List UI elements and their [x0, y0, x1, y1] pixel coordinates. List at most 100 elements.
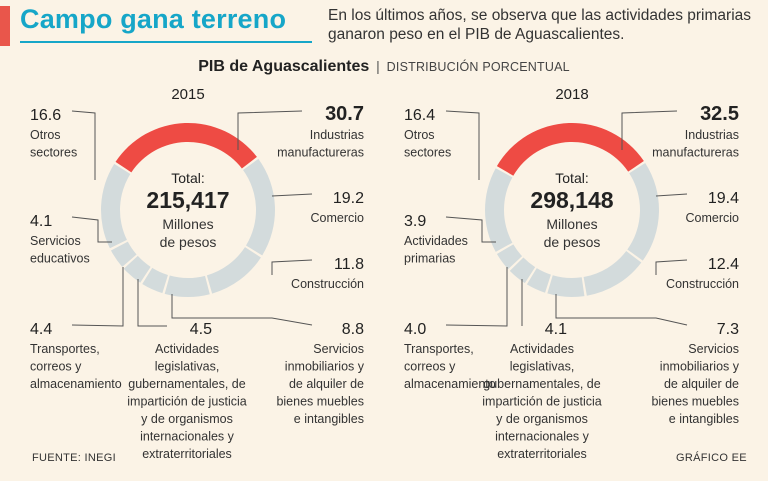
chart-2018-servicios-inmobiliarios-y-name: bienes muebles	[651, 395, 739, 409]
chart-2018-construccion-value: 12.4	[708, 256, 739, 273]
headline-underline	[20, 41, 312, 43]
chart-title: PIB de Aguascalientes	[198, 58, 370, 75]
chart-2015-slice-construccion	[206, 247, 261, 294]
chart-2015-construccion-value: 11.8	[334, 256, 364, 273]
chart-2018-servicios-inmobiliarios-y-name: inmobiliarios y	[660, 360, 740, 374]
chart-2015-industrias-manufactureras-leader	[237, 110, 303, 150]
chart-2018-comercio-value: 19.4	[708, 190, 739, 207]
chart-2015-slice-comercio	[243, 158, 275, 256]
chart-2018-transportes-correos-y-name: correos y	[404, 360, 456, 374]
chart-2018-industrias-manufactureras-name: Industrias	[685, 128, 739, 142]
chart-2015-servicios-inmobiliarios-y-leader	[171, 294, 313, 326]
chart-2018-otros-sectores-value: 16.4	[404, 107, 435, 124]
chart-2015-slice-otros-sectores	[101, 163, 131, 249]
chart-2018-slice-industrias-manufactureras	[496, 123, 644, 176]
chart-2015-comercio-name: Comercio	[311, 211, 365, 225]
chart-2018-actividades-legislativas-gubernamentales-name: impartición de justicia	[482, 395, 602, 409]
chart-2018-servicios-inmobiliarios-y-name: de alquiler de	[664, 377, 739, 391]
chart-2018-actividades-legislativas-gubernamentales-name: gubernamentales, de	[483, 377, 600, 391]
chart-2018-slice-transportes-correos-y	[509, 257, 536, 284]
chart-2015-comercio-value: 19.2	[333, 190, 364, 207]
chart-subtitle: DISTRIBUCIÓN PORCENTUAL	[386, 60, 570, 74]
chart-2015-actividades-legislativas-gubernamentales-name: extraterritoriales	[142, 447, 232, 461]
chart-2018-servicios-inmobiliarios-y-name: e intangibles	[669, 412, 739, 426]
chart-2015-actividades-legislativas-gubernamentales-name: impartición de justicia	[127, 395, 247, 409]
chart-2018-slice-actividades-primarias	[496, 244, 523, 270]
chart-2018-total-unit: de pesos	[544, 234, 601, 250]
chart-2015-otros-sectores-name: sectores	[30, 146, 77, 160]
chart-2018-comercio-name: Comercio	[686, 211, 740, 225]
chart-2018-transportes-correos-y-name: Transportes,	[404, 342, 474, 356]
chart-2018-comercio-leader	[655, 193, 688, 197]
graphic-credit: GRÁFICO EE	[676, 452, 747, 464]
chart-header: PIB de Aguascalientes | DISTRIBUCIÓN POR…	[0, 58, 768, 76]
chart-2015-servicios-educativos-name: educativos	[30, 252, 90, 266]
chart-2015-slice-servicios-inmobiliarios-y	[164, 275, 210, 297]
chart-2018-actividades-legislativas-gubernamentales-value: 4.1	[545, 321, 567, 338]
chart-2015-slice-industrias-manufactureras	[115, 122, 257, 173]
chart-2018-year: 2018	[555, 86, 588, 103]
chart-2015-actividades-legislativas-gubernamentales-name: y de organismos	[141, 412, 233, 426]
chart-2015-actividades-legislativas-gubernamentales-name: legislativas,	[155, 360, 220, 374]
chart-2018-otros-sectores-name: sectores	[404, 146, 451, 160]
chart-2018-industrias-manufactureras-leader	[621, 110, 678, 150]
chart-2015-actividades-legislativas-gubernamentales-name: gubernamentales, de	[128, 377, 245, 391]
chart-2015-servicios-inmobiliarios-y-value: 8.8	[342, 321, 364, 338]
chart-2015-slice-servicios-educativos	[110, 241, 137, 267]
chart-2015-servicios-inmobiliarios-y-name: e intangibles	[294, 412, 364, 426]
chart-2015-total-value: 215,417	[146, 187, 229, 213]
chart-2015-industrias-manufactureras-value: 30.7	[325, 103, 364, 125]
headline: Campo gana terreno	[20, 4, 287, 34]
source-note: FUENTE: INEGI	[32, 452, 116, 464]
chart-2018-total-value: 298,148	[530, 187, 613, 213]
chart-2018-slice-comercio	[627, 162, 659, 261]
chart-2018-actividades-legislativas-gubernamentales-name: y de organismos	[496, 412, 588, 426]
chart-2015-construccion-leader	[271, 259, 313, 275]
chart-2018-slice-construccion	[583, 251, 642, 296]
chart-2018-industrias-manufactureras-value: 32.5	[700, 103, 739, 125]
chart-2018-slice-otros-sectores	[485, 168, 513, 252]
chart-2015-slice-actividades-legislativas-gubernamentales	[142, 267, 168, 294]
chart-2015-slice-transportes-correos-y	[123, 255, 151, 283]
chart-2015-total-unit: de pesos	[160, 234, 217, 250]
chart-2015-transportes-correos-y-name: correos y	[30, 360, 82, 374]
chart-2018-slice-servicios-inmobiliarios-y	[547, 275, 585, 297]
chart-2018-transportes-correos-y-value: 4.0	[404, 321, 426, 338]
chart-2015-transportes-correos-y-leader	[71, 267, 124, 327]
chart-2015-total-unit: Millones	[162, 216, 213, 232]
chart-2015-actividades-legislativas-gubernamentales-leader	[137, 279, 167, 327]
subtitle: En los últimos años, se observa que las …	[328, 7, 752, 43]
chart-2018-actividades-primarias-leader	[445, 216, 496, 243]
chart-2018-actividades-primarias-name: primarias	[404, 252, 455, 266]
chart-2015-otros-sectores-leader	[71, 110, 96, 180]
chart-2015-actividades-legislativas-gubernamentales-name: internacionales y	[140, 430, 235, 444]
chart-2018-otros-sectores-leader	[445, 110, 480, 180]
chart-2015-actividades-legislativas-gubernamentales-name: Actividades	[155, 342, 219, 356]
chart-2015-construccion-name: Construcción	[291, 277, 364, 291]
chart-2015-otros-sectores-value: 16.6	[30, 107, 61, 124]
chart-2015-servicios-inmobiliarios-y-name: Servicios	[313, 342, 364, 356]
chart-2018-actividades-legislativas-gubernamentales-name: extraterritoriales	[497, 447, 587, 461]
chart-2015-servicios-inmobiliarios-y-name: bienes muebles	[276, 395, 364, 409]
chart-2018-servicios-inmobiliarios-y-value: 7.3	[717, 321, 739, 338]
chart-2015-industrias-manufactureras-name: Industrias	[310, 128, 364, 142]
chart-2018-actividades-primarias-name: Actividades	[404, 234, 468, 248]
chart-title-separator: |	[376, 58, 380, 74]
chart-2018-total-unit: Millones	[546, 216, 597, 232]
chart-2015-servicios-inmobiliarios-y-name: inmobiliarios y	[285, 360, 365, 374]
chart-2015-otros-sectores-name: Otros	[30, 128, 61, 142]
chart-2018-total-label: Total:	[555, 170, 588, 186]
chart-2018-servicios-inmobiliarios-y-name: Servicios	[688, 342, 739, 356]
chart-2015-comercio-leader	[271, 193, 313, 197]
chart-2015-industrias-manufactureras-name: manufactureras	[277, 146, 364, 160]
chart-2018-otros-sectores-name: Otros	[404, 128, 435, 142]
chart-2018-servicios-inmobiliarios-y-leader	[555, 294, 688, 326]
chart-2015-servicios-educativos-value: 4.1	[30, 213, 52, 230]
chart-2015-year: 2015	[171, 86, 204, 103]
chart-2015-transportes-correos-y-name: almacenamiento	[30, 377, 122, 391]
chart-2018-actividades-primarias-value: 3.9	[404, 213, 426, 230]
chart-2018-industrias-manufactureras-name: manufactureras	[652, 146, 739, 160]
chart-2015-servicios-inmobiliarios-y-name: de alquiler de	[289, 377, 364, 391]
chart-2015-servicios-educativos-leader	[71, 216, 112, 243]
